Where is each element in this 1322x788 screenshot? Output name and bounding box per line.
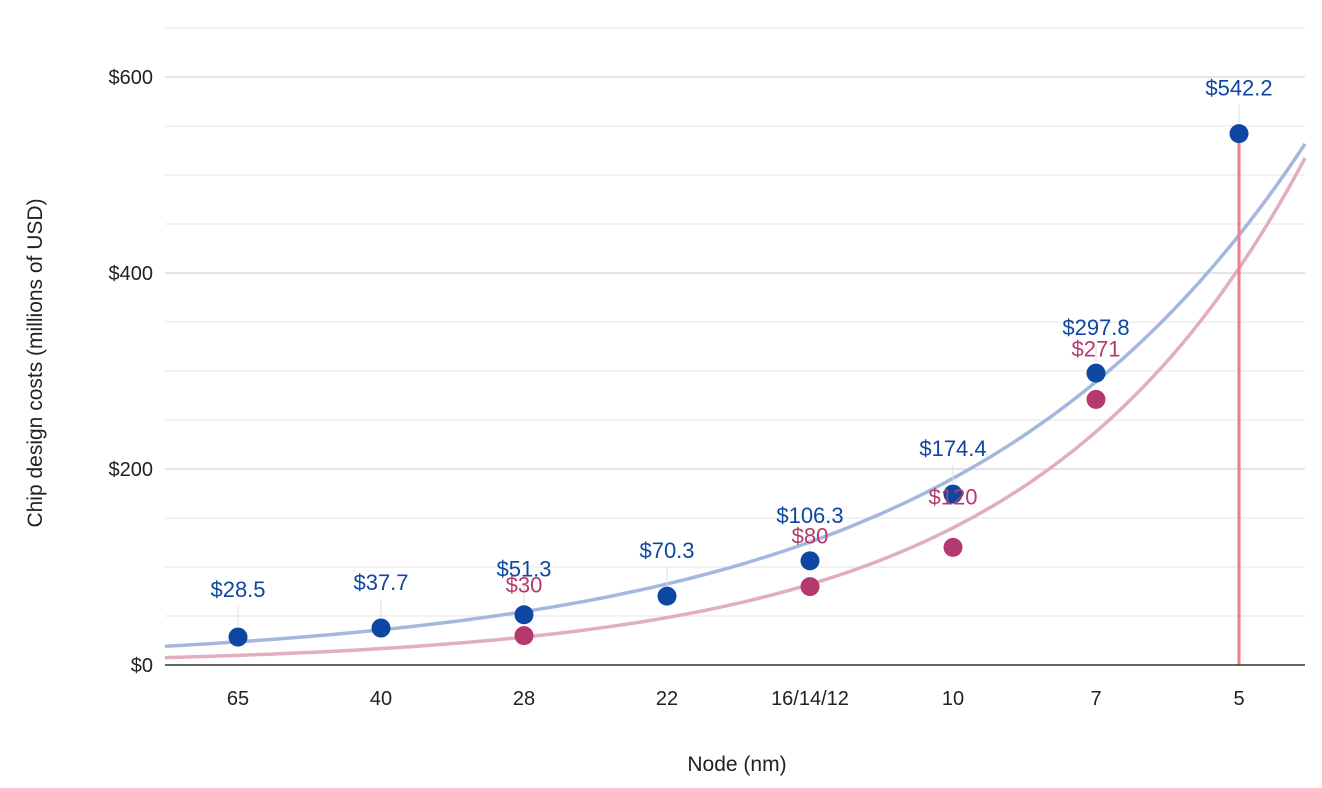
data-label-series-1: $106.3 bbox=[776, 503, 843, 528]
trendline-series-2 bbox=[164, 157, 1307, 660]
data-labels: $28.5 $37.7 $51.3 $70.3 $106.3 $174.4 $297.8 $5… bbox=[210, 76, 1273, 627]
data-point-series-2 bbox=[514, 626, 534, 646]
data-point-series-2 bbox=[943, 537, 963, 557]
y-tick-label: $200 bbox=[109, 459, 154, 481]
y-tick-label: $400 bbox=[109, 263, 154, 285]
data-label-series-2: $120 bbox=[929, 484, 978, 509]
trendline-series-1 bbox=[164, 142, 1307, 649]
data-point-series-2 bbox=[1086, 389, 1106, 409]
data-point-series-1 bbox=[371, 618, 391, 638]
x-tick-label: 16/14/12 bbox=[771, 688, 849, 710]
x-tick-label: 10 bbox=[942, 688, 964, 710]
data-point-series-1 bbox=[657, 586, 677, 606]
data-label-series-2: $80 bbox=[792, 524, 829, 549]
data-point-series-1 bbox=[800, 551, 820, 571]
x-tick-label: 28 bbox=[513, 688, 535, 710]
data-point-series-1 bbox=[1086, 363, 1106, 383]
data-label-series-1: $51.3 bbox=[496, 557, 551, 582]
data-label-series-2: $30 bbox=[506, 573, 543, 598]
data-label-series-1: $174.4 bbox=[919, 436, 986, 461]
data-point-series-1 bbox=[943, 484, 963, 504]
x-tick-label: 22 bbox=[656, 688, 678, 710]
data-label-series-1: $542.2 bbox=[1205, 76, 1272, 101]
trendlines bbox=[164, 142, 1307, 660]
y-axis-title: Chip design costs (millions of USD) bbox=[24, 198, 47, 527]
data-point-series-2 bbox=[800, 577, 820, 597]
data-label-series-2: $271 bbox=[1072, 336, 1121, 361]
x-tick-label: 65 bbox=[227, 688, 249, 710]
data-label-series-1: $28.5 bbox=[210, 577, 265, 602]
data-label-series-1: $70.3 bbox=[639, 538, 694, 563]
y-tick-label: $600 bbox=[109, 67, 154, 89]
x-tick-label: 40 bbox=[370, 688, 392, 710]
data-label-series-1: $297.8 bbox=[1062, 315, 1129, 340]
data-points bbox=[228, 124, 1249, 647]
axes: $0 $200 $400 $600 65 40 28 22 16/14/12 10 7 5 bbox=[109, 67, 1305, 710]
data-label-series-1: $37.7 bbox=[353, 570, 408, 595]
y-tick-label: $0 bbox=[131, 655, 153, 677]
data-point-series-1 bbox=[1229, 124, 1249, 144]
data-point-series-1 bbox=[514, 605, 534, 625]
x-axis-title: Node (nm) bbox=[687, 753, 786, 776]
x-tick-label: 5 bbox=[1233, 688, 1244, 710]
gridlines bbox=[165, 27, 1305, 617]
data-point-series-1 bbox=[228, 627, 248, 647]
x-tick-label: 7 bbox=[1090, 688, 1101, 710]
